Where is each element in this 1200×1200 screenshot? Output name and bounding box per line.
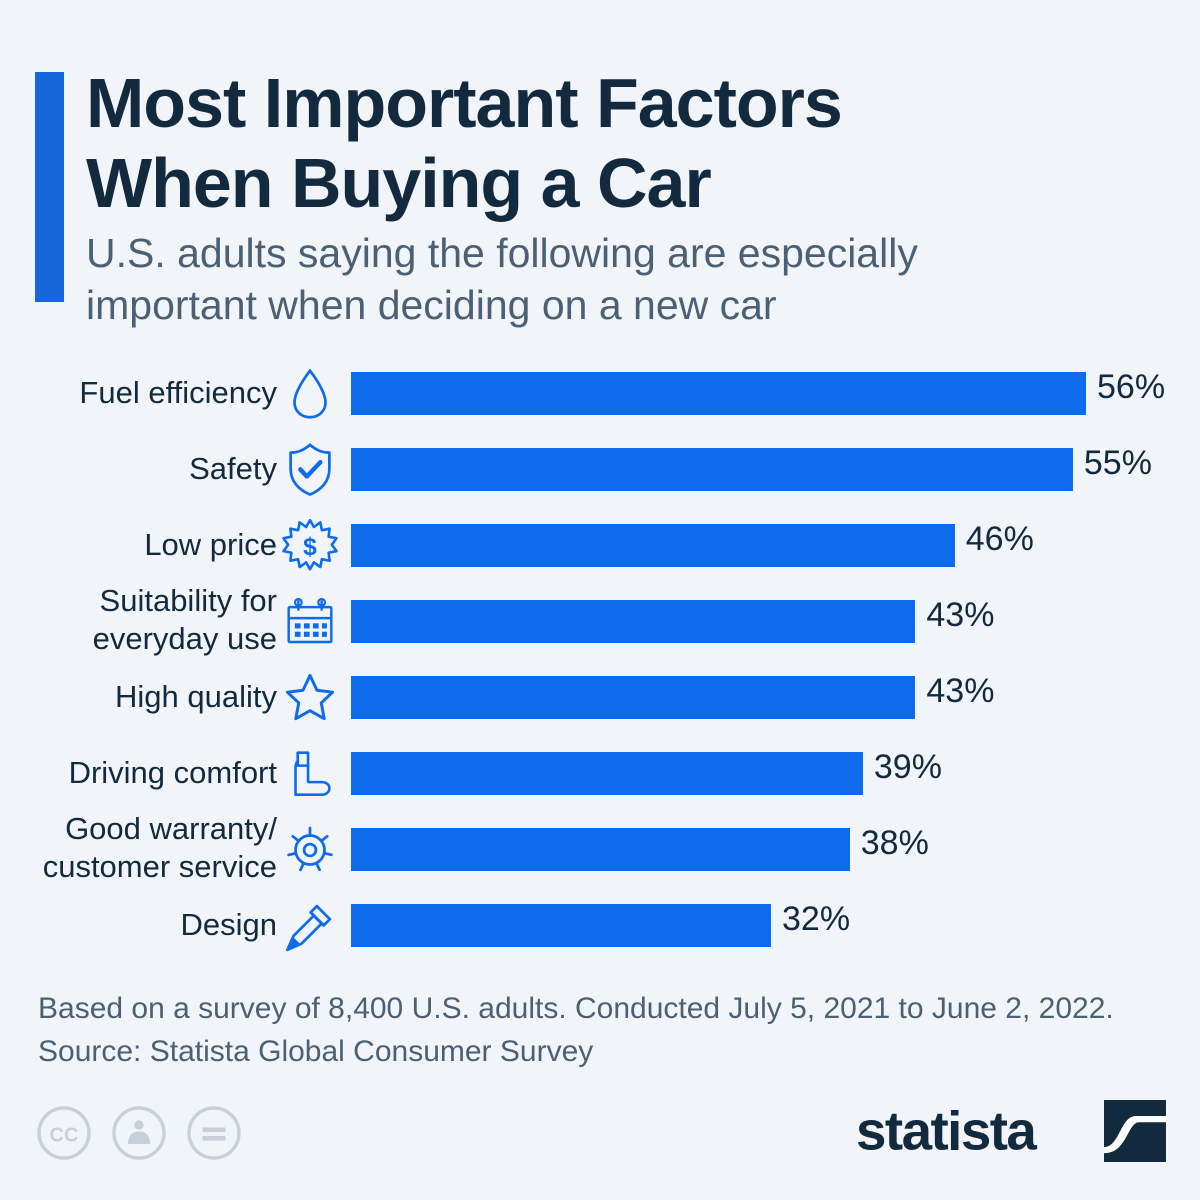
svg-text:statista: statista <box>856 1100 1037 1162</box>
svg-text:CC: CC <box>50 1125 79 1147</box>
svg-text:$: $ <box>303 534 317 561</box>
